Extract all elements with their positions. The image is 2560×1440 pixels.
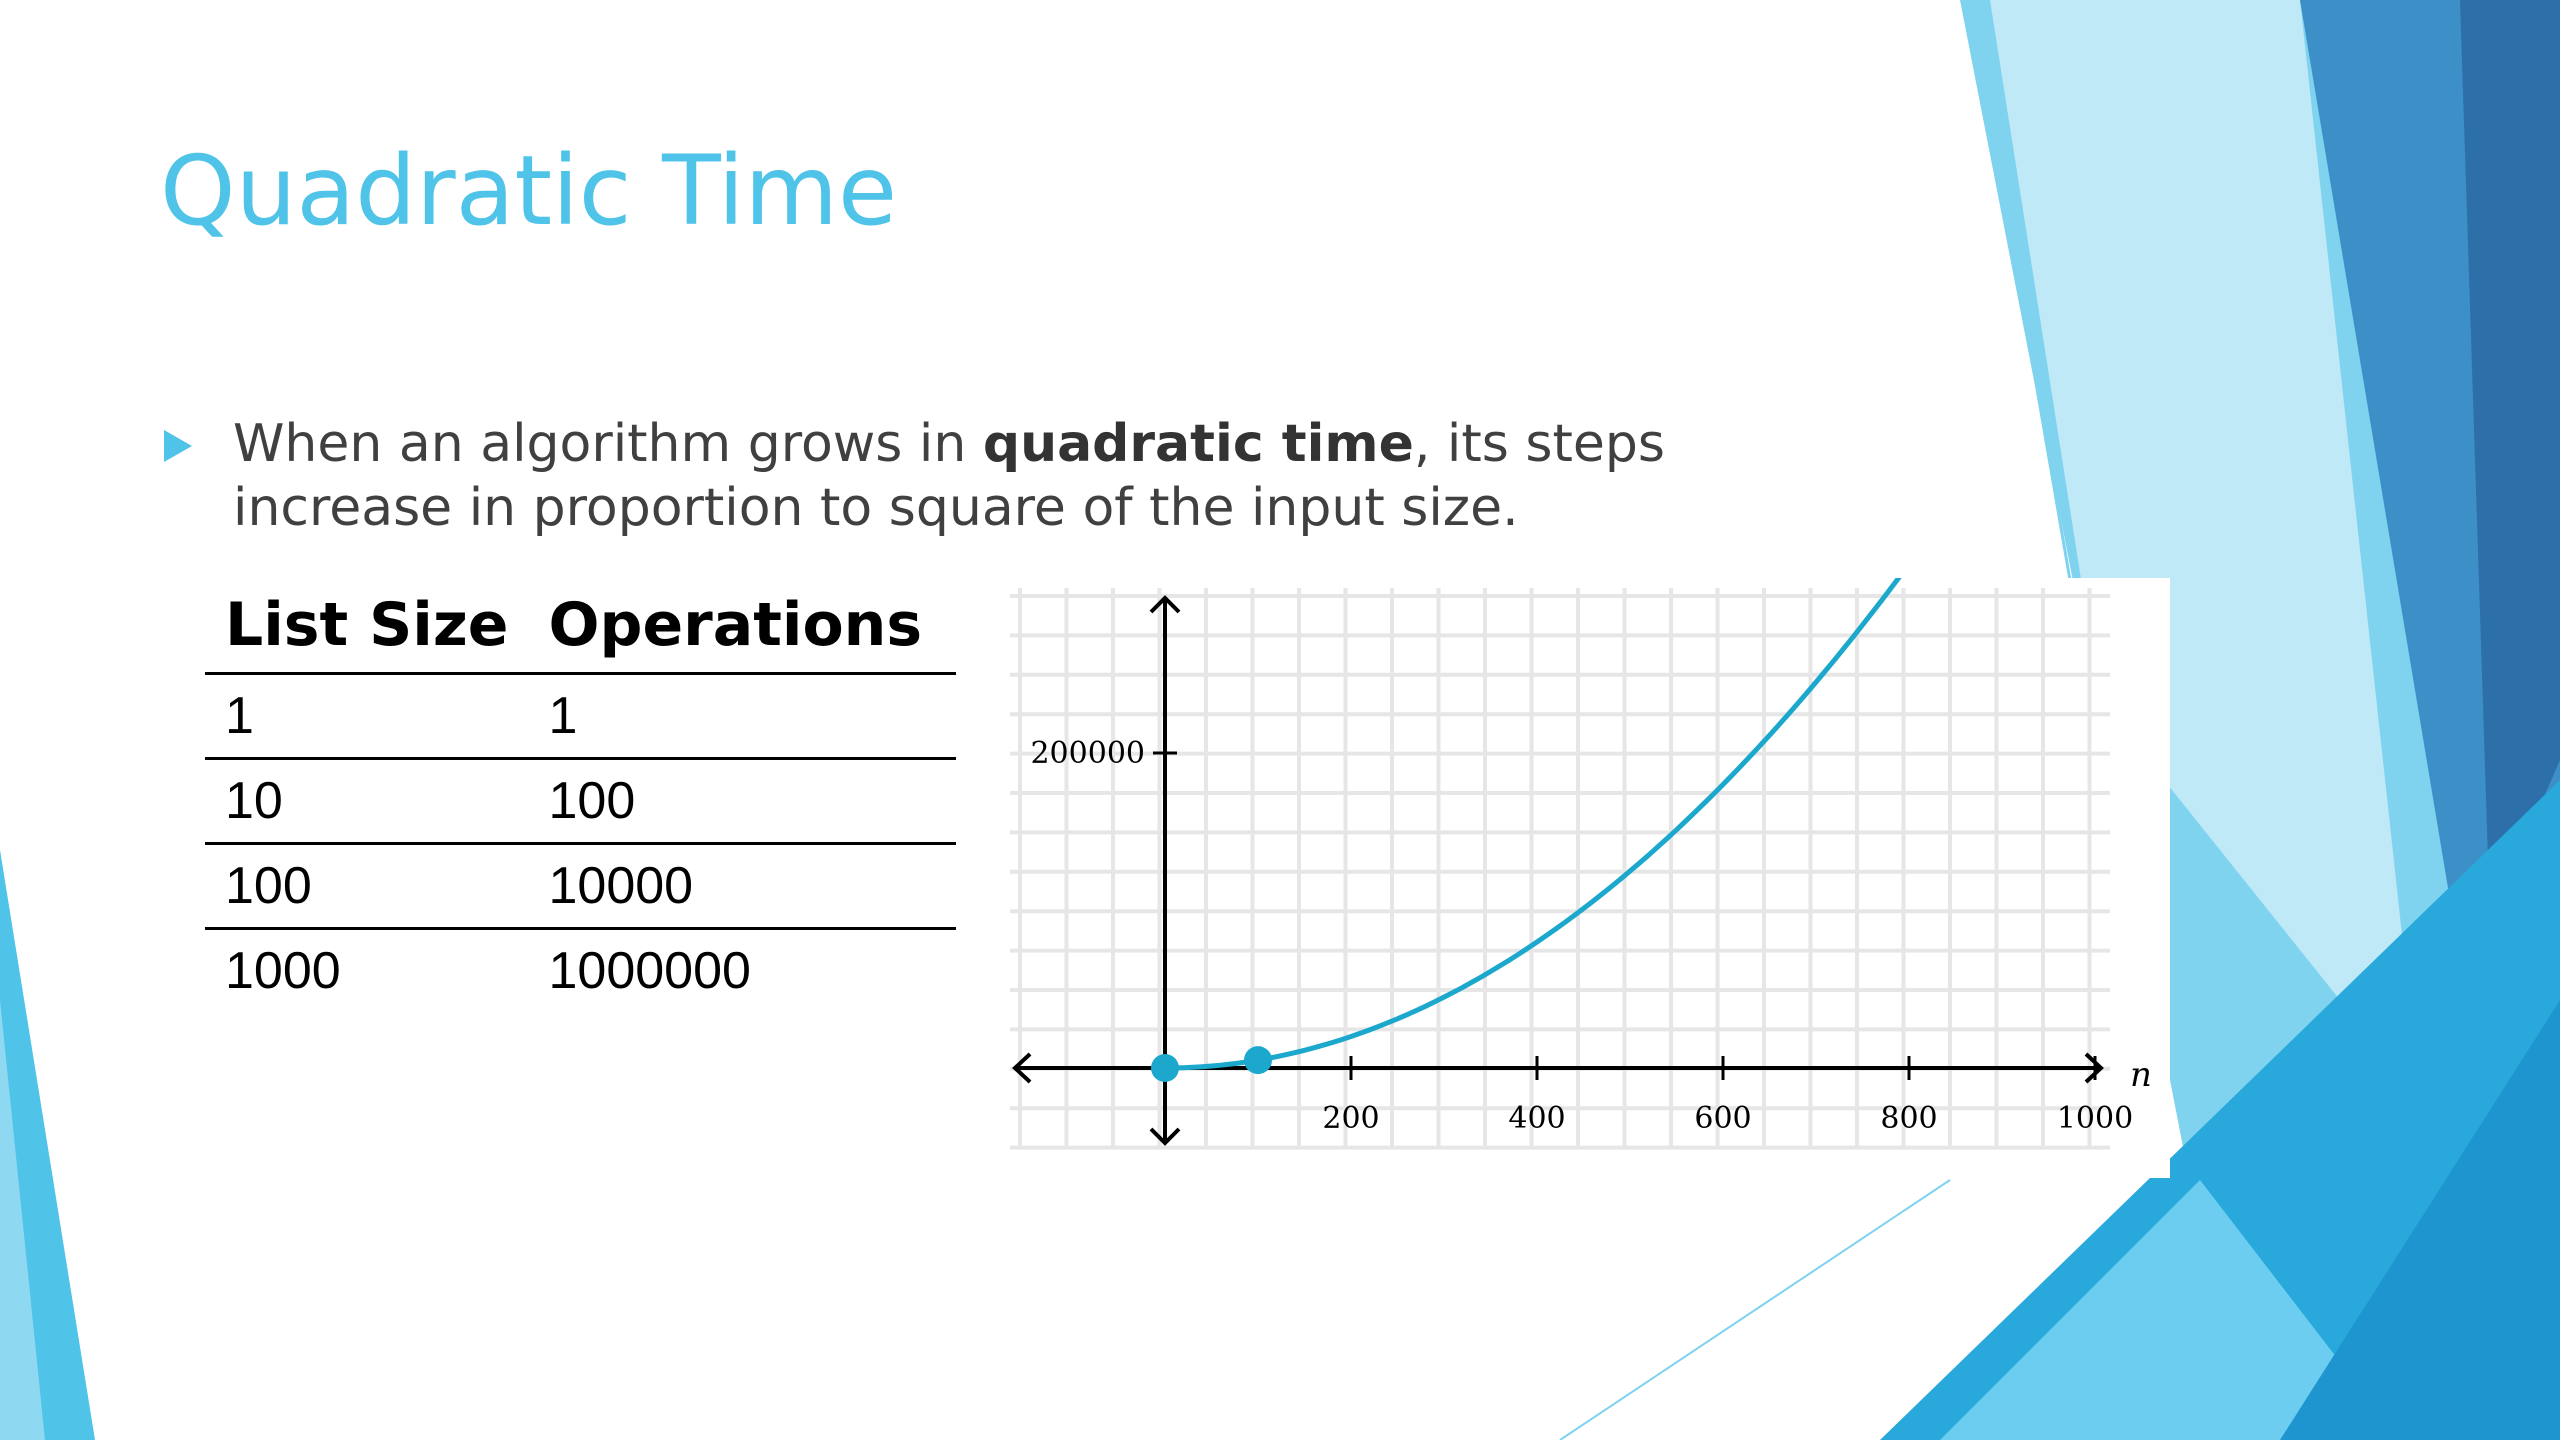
deco-line-2 — [1559, 1179, 1951, 1440]
deco-shape-pale — [1990, 0, 2420, 1100]
complexity-table: List Size Operations 1 1 10 100 100 1000… — [205, 580, 957, 1013]
bullet-prefix: When an algorithm grows in — [233, 414, 983, 474]
x-axis-label: n — [2130, 1055, 2152, 1095]
bullet-arrow-icon — [164, 430, 192, 462]
x-tick-label: 800 — [1880, 1101, 1937, 1136]
data-point — [1151, 1054, 1179, 1082]
chart-container: 2004006008001000200000400000n — [1000, 578, 2170, 1178]
cell-operations: 100 — [528, 758, 957, 845]
quadratic-curve — [1164, 578, 1902, 1071]
bullet-suffix: , its steps increase in proportion to sq… — [233, 414, 1665, 538]
header-operations: Operations — [528, 580, 957, 675]
cell-operations: 1000000 — [548, 942, 751, 1000]
x-axis-right-arrow — [2084, 1052, 2104, 1084]
bullet-bold-term: quadratic time — [982, 414, 1414, 474]
cell-list-size: 1000 — [225, 942, 341, 1000]
x-tick-label: 600 — [1694, 1101, 1751, 1136]
deco-shape-bottom-light — [1940, 1180, 2400, 1440]
quadratic-chart: 2004006008001000200000400000n — [1010, 578, 2152, 1150]
y-tick-label: 200000 — [1030, 736, 1145, 771]
cell-list-size: 10 — [205, 758, 529, 845]
bullet-text: When an algorithm grows in quadratic tim… — [233, 412, 1860, 540]
cell-list-size: 100 — [205, 843, 529, 930]
table-header-row: List Size Operations — [205, 580, 957, 675]
y-axis-top-arrow — [1149, 595, 1181, 614]
deco-shape-bottom-deep — [2280, 1000, 2560, 1440]
table-row: 1000 1000000 — [205, 929, 956, 1013]
x-tick-label: 400 — [1508, 1101, 1565, 1136]
deco-shape-darkest — [2460, 0, 2560, 920]
x-tick-label: 200 — [1322, 1101, 1379, 1136]
slide-title: Quadratic Time — [160, 135, 898, 247]
deco-shape-left-light — [0, 1000, 45, 1440]
x-axis-left-arrow — [1012, 1052, 1032, 1084]
x-tick-label: 1000 — [2057, 1101, 2133, 1136]
bullet-point: When an algorithm grows in quadratic tim… — [160, 412, 1860, 540]
data-point — [1244, 1046, 1272, 1075]
y-axis-bottom-arrow — [1149, 1127, 1181, 1146]
table-row: 100 10000 — [205, 843, 957, 930]
deco-line-1 — [1968, 0, 2072, 581]
cell-operations: 10000 — [528, 843, 957, 930]
cell-operations: 1 — [528, 673, 957, 760]
table-row: 10 100 — [205, 758, 957, 845]
table-row: 1 1 — [205, 673, 957, 760]
header-list-size: List Size — [205, 580, 529, 675]
cell-list-size: 1 — [205, 673, 529, 760]
